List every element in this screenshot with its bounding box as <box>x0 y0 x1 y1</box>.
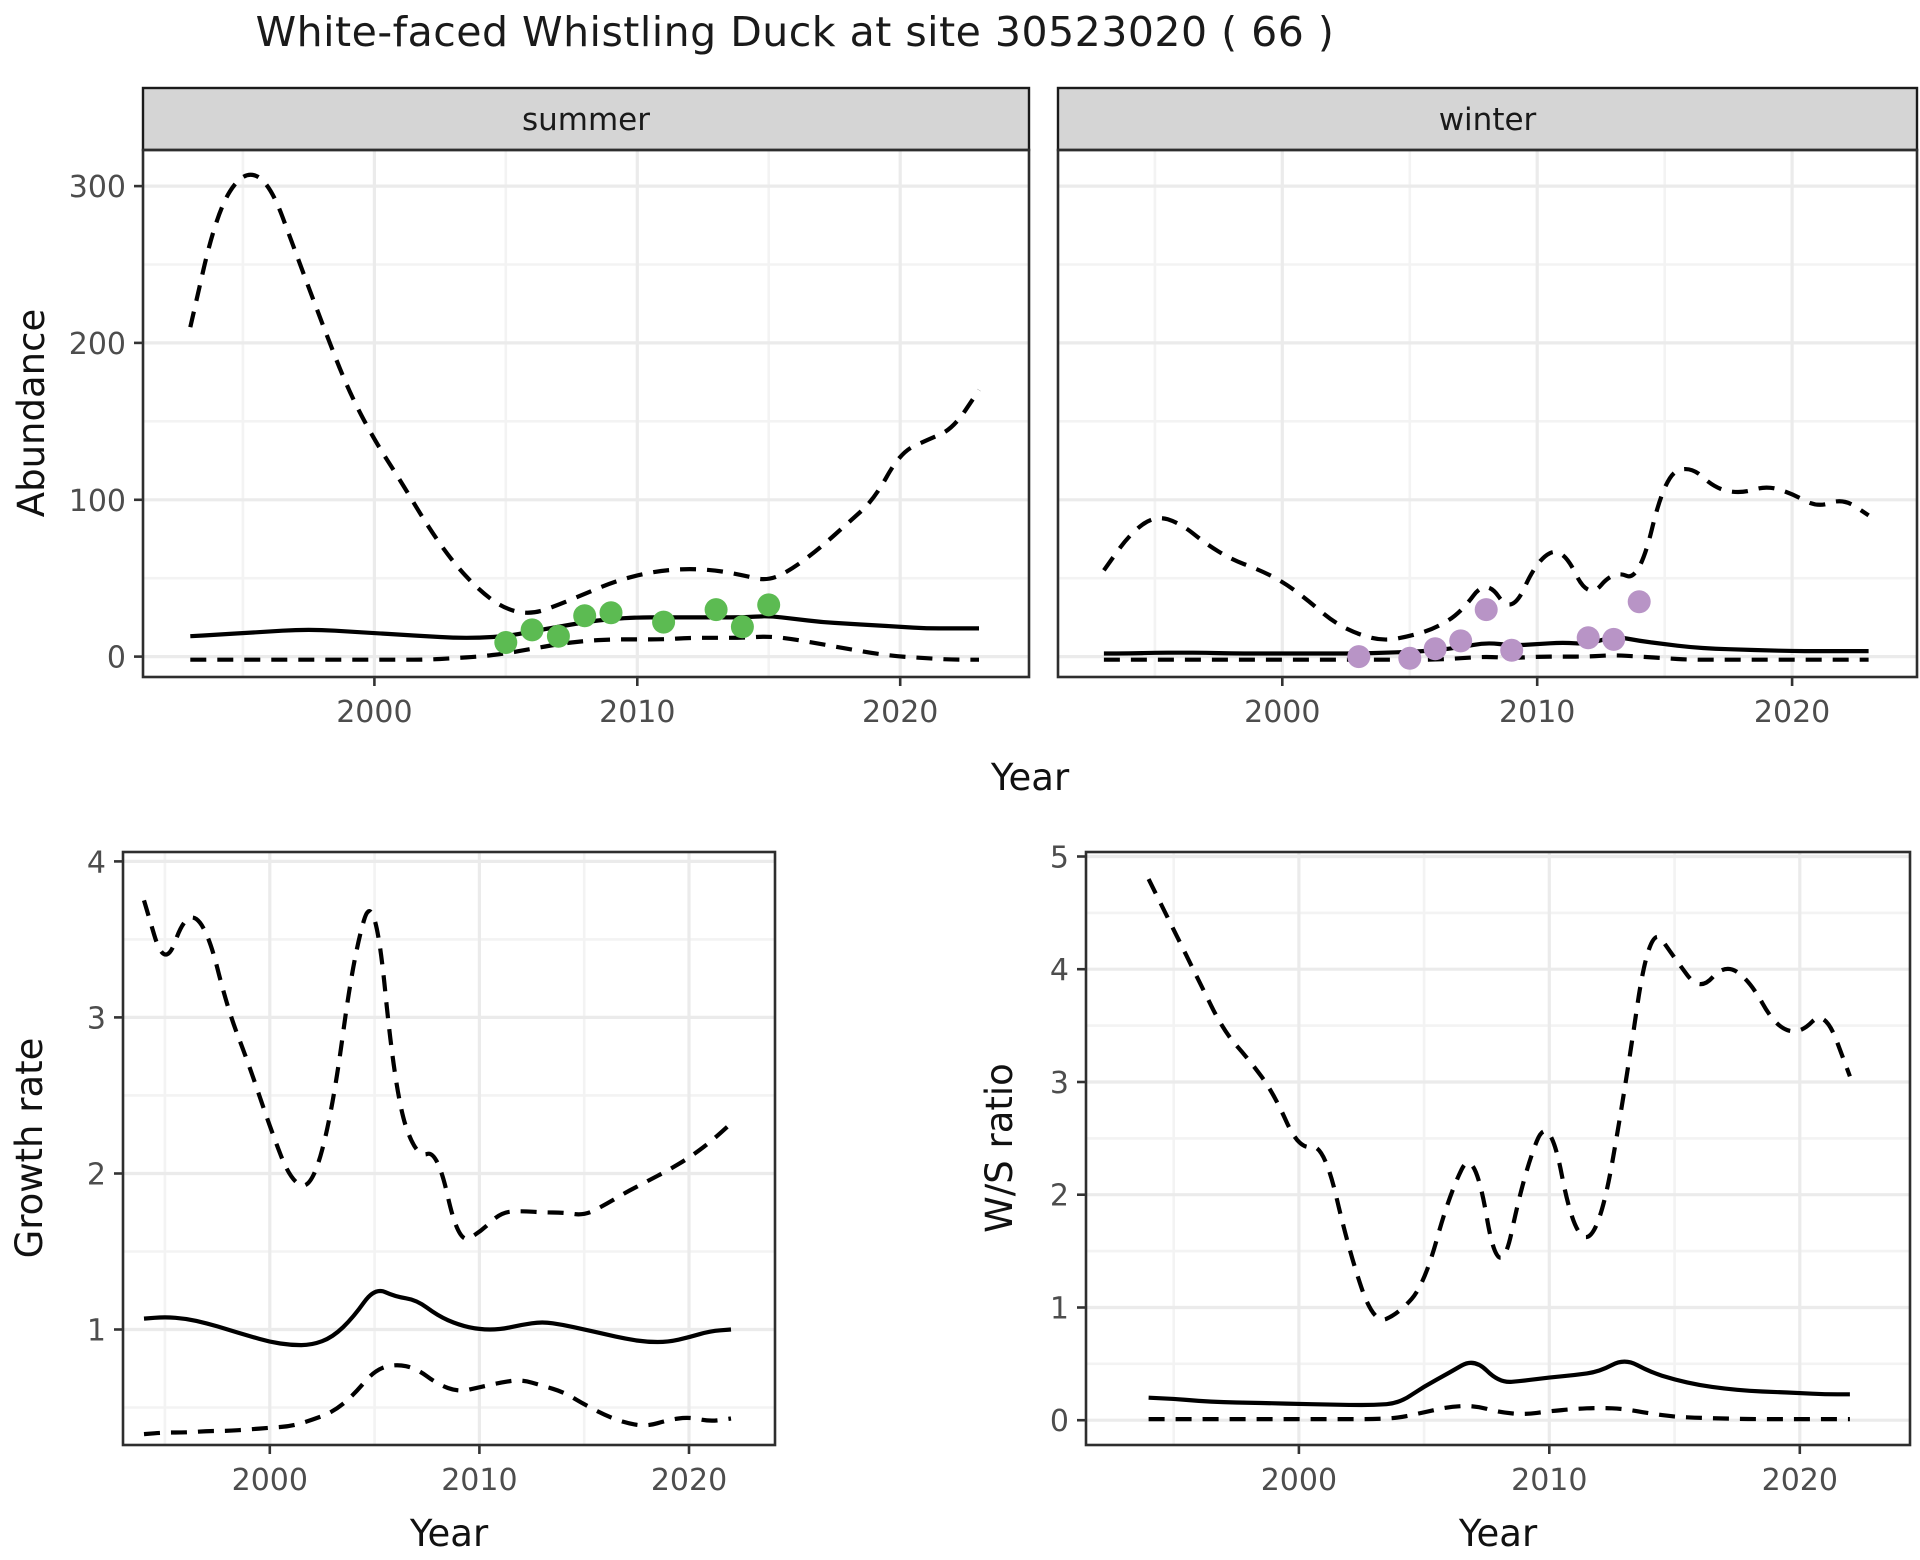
data-point <box>1627 590 1651 614</box>
y-tick-label: 2 <box>1050 1179 1069 1214</box>
abundance-winter-lower-ci-line <box>1103 653 1869 662</box>
data-point <box>1602 627 1626 651</box>
y-tick-label: 5 <box>1050 841 1069 876</box>
y-tick-label: 1 <box>87 1314 106 1349</box>
x-tick-label: 2020 <box>651 1463 727 1498</box>
y-axis: 0 1 2 3 4 5 <box>1050 841 1086 1439</box>
x-tick-label: 2000 <box>232 1463 308 1498</box>
x-tick-label: 2010 <box>441 1463 517 1498</box>
data-point <box>1347 645 1371 669</box>
gridlines <box>143 150 1029 677</box>
y-tick-label: 300 <box>69 170 126 205</box>
y-tick-label: 100 <box>69 484 126 519</box>
abundance-summer-lower-ci-line <box>190 634 979 662</box>
growth-rate-lower-ci-line <box>143 1363 732 1437</box>
abundance-winter-upper-ci-line <box>1102 467 1870 642</box>
y-tick-label: 0 <box>1050 1404 1069 1439</box>
plot-panel-background <box>143 150 1029 677</box>
x-tick-label: 2020 <box>1762 1463 1838 1498</box>
facet-strip <box>141 86 1031 152</box>
x-tick-label: 2020 <box>862 695 938 730</box>
y-axis-title: W/S ratio <box>978 1063 1021 1233</box>
y-axis: 1 2 3 4 <box>87 845 123 1349</box>
data-point <box>494 631 518 654</box>
x-axis-title: Year <box>1458 1512 1538 1555</box>
abundance-winter-fit-line <box>1103 635 1869 656</box>
x-tick-label: 2000 <box>336 695 412 730</box>
data-point <box>1449 629 1473 653</box>
y-tick-label: 4 <box>1050 953 1069 988</box>
x-tick-label: 2010 <box>599 695 675 730</box>
panel-border <box>141 148 1031 679</box>
x-tick-label: 2000 <box>1261 1463 1337 1498</box>
plot-panel-background <box>1086 852 1910 1445</box>
y-tick-label: 0 <box>107 641 126 676</box>
x-axis: 2000 2010 2020 <box>1261 1445 1838 1498</box>
panel-border <box>1056 148 1919 679</box>
y-axis-title: Growth rate <box>8 1038 51 1259</box>
panel-ws-ratio: 2000 2010 2020 0 1 2 3 4 5 W/S ratio Year <box>978 841 1912 1555</box>
panel-abundance-summer: summer 2000 2010 2020 0 100 200 300 Abundance Yea… <box>10 86 1070 799</box>
y-tick-label: 1 <box>1050 1292 1069 1327</box>
x-axis: 2000 2010 2020 <box>1244 677 1830 730</box>
facet-strip-label: summer <box>522 102 650 138</box>
abundance-summer-upper-ci-line <box>188 172 981 615</box>
abundance-winter-observed-counts <box>1347 590 1651 670</box>
data-point <box>599 601 623 625</box>
y-tick-label: 200 <box>69 327 126 362</box>
data-point <box>1474 598 1498 622</box>
data-point <box>652 610 676 634</box>
y-tick-label: 3 <box>87 1001 106 1036</box>
x-tick-label: 2010 <box>1499 695 1575 730</box>
plot-panel-background <box>1058 150 1917 677</box>
x-tick-label: 2020 <box>1754 695 1830 730</box>
data-point <box>1500 638 1524 662</box>
data-point <box>757 593 781 617</box>
panel-border <box>121 850 777 1447</box>
data-point <box>1576 626 1600 650</box>
data-point <box>730 615 754 639</box>
x-tick-label: 2000 <box>1244 695 1320 730</box>
x-axis: 2000 2010 2020 <box>232 1445 727 1498</box>
abundance-summer-observed-counts <box>494 593 781 654</box>
data-point <box>1423 637 1447 661</box>
x-axis: 2000 2010 2020 <box>336 677 938 730</box>
y-axis-title: Abundance <box>10 309 53 517</box>
facet-strip <box>1056 86 1919 152</box>
panel-growth-rate: 2000 2010 2020 1 2 3 4 Growth rate Year <box>8 845 777 1555</box>
chart-title: White-faced Whistling Duck at site 30523… <box>255 8 1335 56</box>
y-tick-label: 2 <box>87 1158 106 1193</box>
ws-ratio-lower-ci-line <box>1148 1403 1850 1422</box>
y-tick-label: 3 <box>1050 1066 1069 1101</box>
y-axis: 0 100 200 300 <box>69 170 143 676</box>
x-axis-title: Year <box>990 756 1070 799</box>
y-tick-label: 4 <box>87 845 106 880</box>
data-point <box>1398 646 1422 670</box>
panel-border <box>1084 850 1912 1447</box>
growth-rate-upper-ci-line <box>141 899 733 1241</box>
plot-panel-background <box>123 852 775 1445</box>
x-axis-title: Year <box>409 1512 489 1555</box>
data-point <box>704 598 728 622</box>
x-tick-label: 2010 <box>1511 1463 1587 1498</box>
data-point <box>546 624 570 648</box>
ws-ratio-fit-line <box>1148 1359 1850 1408</box>
data-point <box>573 604 597 628</box>
panel-abundance-winter: winter 2000 2010 2020 <box>1056 86 1919 730</box>
growth-rate-fit-line <box>143 1288 732 1348</box>
data-point <box>520 618 544 642</box>
ws-ratio-upper-ci-line <box>1146 878 1852 1322</box>
gridlines <box>1058 150 1917 677</box>
facet-strip-label: winter <box>1439 102 1537 138</box>
